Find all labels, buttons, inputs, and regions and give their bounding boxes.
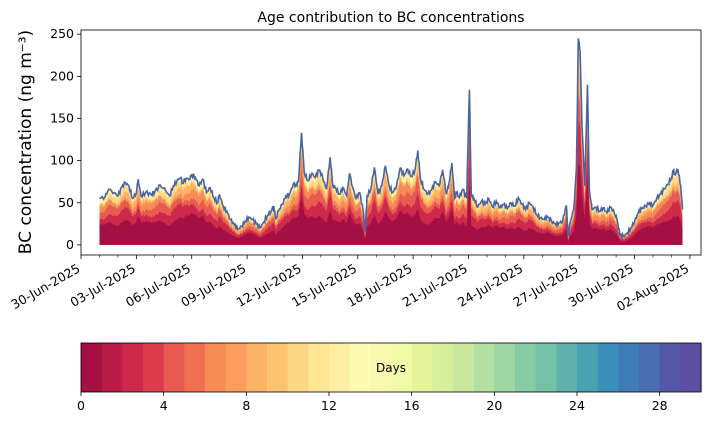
colorbar-swatch [246,343,268,392]
colorbar-ticks: 0 4 8 12 16 20 24 28 [77,392,668,413]
colorbar-swatch [535,343,557,392]
colorbar-swatch [473,343,495,392]
colorbar-swatch [329,343,351,392]
x-axis: 30-Jun-202503-Jul-202506-Jul-202509-Jul-… [8,255,691,314]
colorbar-swatch [556,343,578,392]
colorbar-swatch [411,343,433,392]
colorbar-swatch [349,343,371,392]
y-tick-label: 100 [50,153,74,168]
stacked-age-areas [99,38,683,245]
y-tick-label: 250 [50,26,74,41]
colorbar-swatch [163,343,185,392]
y-tick-label: 200 [50,68,74,83]
age-band-area-0 [99,163,683,245]
y-axis-label: BC concentration (ng m⁻³) [16,30,36,254]
y-axis: 0 50 100 150 200 250 [50,26,81,252]
colorbar-tick-label: 8 [242,398,250,413]
colorbar-tick-label: 12 [321,398,337,413]
colorbar-swatch [577,343,599,392]
colorbar-swatch [122,343,144,392]
colorbar-swatch [267,343,289,392]
colorbar-tick-label: 28 [652,398,668,413]
colorbar-swatch [597,343,619,392]
colorbar-tick-label: 24 [569,398,585,413]
colorbar-swatch [143,343,165,392]
y-tick-label: 150 [50,110,74,125]
colorbar-swatch [494,343,516,392]
colorbar-tick-label: 16 [404,398,420,413]
colorbar-tick-label: 4 [160,398,168,413]
colorbar-swatch [618,343,640,392]
colorbar-label: Days [376,361,406,375]
colorbar-tick-label: 20 [486,398,502,413]
colorbar-swatch [81,343,103,392]
chart-title: Age contribution to BC concentrations [257,10,524,26]
colorbar-swatch [225,343,247,392]
colorbar-swatch [453,343,475,392]
colorbar-swatch [515,343,537,392]
colorbar-swatch [184,343,206,392]
colorbar-swatch [639,343,661,392]
colorbar-swatch [432,343,454,392]
plot-frame [80,29,702,256]
colorbar-swatch [287,343,309,392]
colorbar-swatch [101,343,123,392]
colorbar-swatch [205,343,227,392]
total-bc-line [99,38,684,241]
colorbar-swatch [659,343,681,392]
colorbar-swatch [391,343,413,392]
colorbar-swatch [308,343,330,392]
colorbar-swatch [680,343,702,392]
colorbar-tick-label: 0 [77,398,85,413]
y-tick-label: 50 [58,195,74,210]
colorbar [81,343,702,392]
colorbar-frame [80,342,702,393]
colorbar-swatch [370,343,392,392]
y-tick-label: 0 [66,237,74,252]
